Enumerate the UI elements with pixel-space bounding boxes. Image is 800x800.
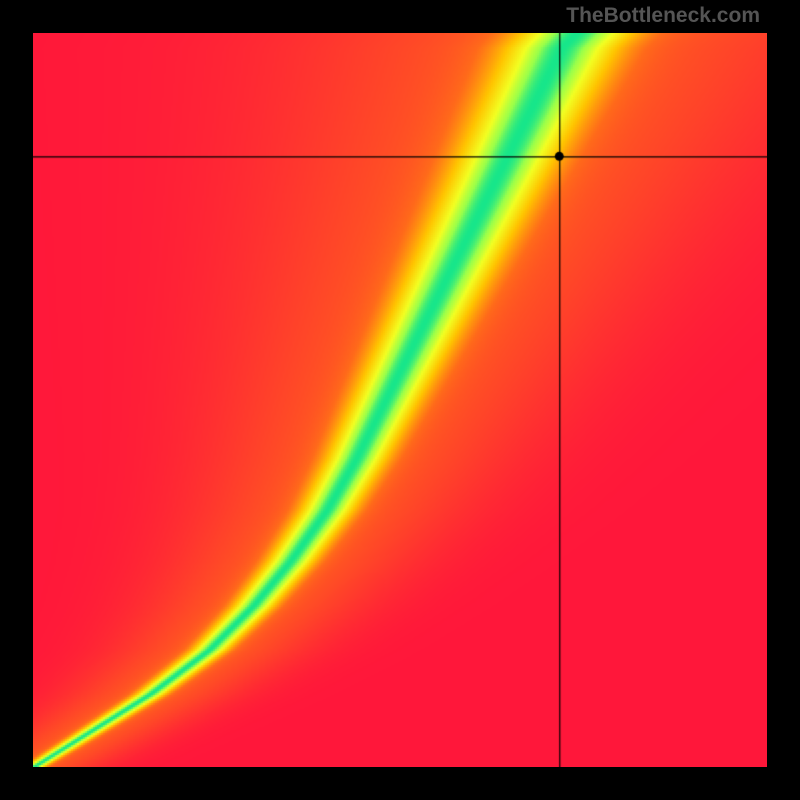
watermark-text: TheBottleneck.com — [566, 4, 760, 28]
heatmap-canvas — [33, 33, 767, 767]
heatmap-plot — [33, 33, 767, 767]
